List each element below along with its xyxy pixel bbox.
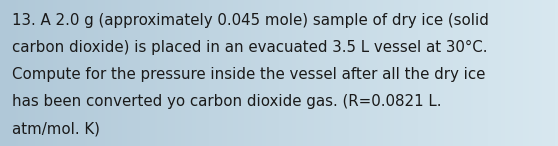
Text: Compute for the pressure inside the vessel after all the dry ice: Compute for the pressure inside the vess… <box>12 67 485 82</box>
Text: has been converted yo carbon dioxide gas. (R=0.0821 L.: has been converted yo carbon dioxide gas… <box>12 94 442 109</box>
Text: 13. A 2.0 g (approximately 0.045 mole) sample of dry ice (solid: 13. A 2.0 g (approximately 0.045 mole) s… <box>12 13 489 28</box>
Text: atm/mol. K): atm/mol. K) <box>12 121 100 136</box>
Text: carbon dioxide) is placed in an evacuated 3.5 L vessel at 30°C.: carbon dioxide) is placed in an evacuate… <box>12 40 488 55</box>
